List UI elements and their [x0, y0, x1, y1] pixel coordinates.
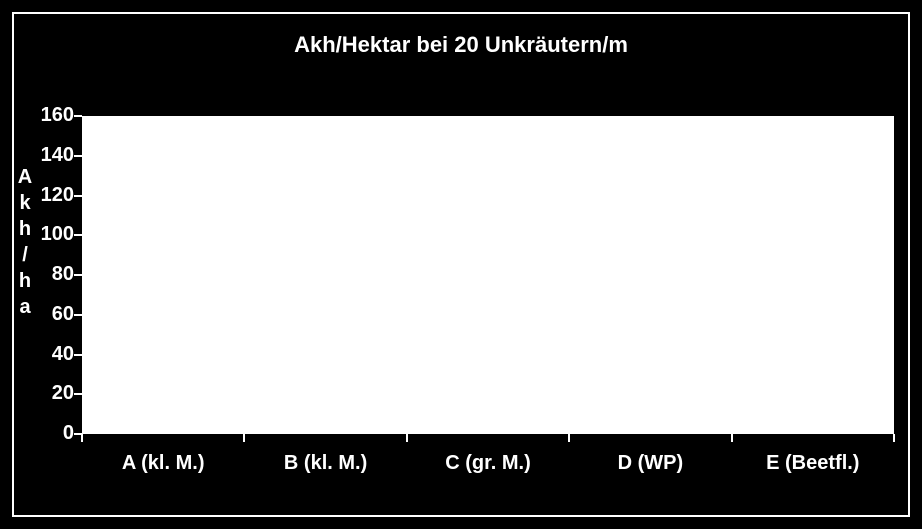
- y-tick-label: 80: [32, 263, 74, 286]
- x-tick-mark: [893, 434, 895, 442]
- y-tick-label: 20: [32, 382, 74, 405]
- x-tick-label: E (Beetfl.): [766, 452, 859, 475]
- y-tick-label: 120: [32, 184, 74, 207]
- x-tick-label: C (gr. M.): [445, 452, 531, 475]
- y-tick-label: 100: [32, 223, 74, 246]
- y-tick-mark: [74, 274, 82, 276]
- x-tick-mark: [568, 434, 570, 442]
- chart-frame: Akh/Hektar bei 20 Unkräutern/m A k h / h…: [12, 12, 910, 517]
- y-tick-mark: [74, 314, 82, 316]
- y-tick-mark: [74, 354, 82, 356]
- y-tick-label: 0: [32, 422, 74, 445]
- x-tick-mark: [81, 434, 83, 442]
- y-tick-label: 160: [32, 104, 74, 127]
- x-tick-label: B (kl. M.): [284, 452, 367, 475]
- y-tick-mark: [74, 393, 82, 395]
- y-tick-mark: [74, 155, 82, 157]
- x-tick-mark: [731, 434, 733, 442]
- chart-title: Akh/Hektar bei 20 Unkräutern/m: [14, 32, 908, 58]
- y-tick-label: 140: [32, 144, 74, 167]
- x-tick-label: D (WP): [618, 452, 684, 475]
- y-tick-label: 40: [32, 343, 74, 366]
- x-tick-mark: [406, 434, 408, 442]
- x-tick-mark: [243, 434, 245, 442]
- y-tick-label: 60: [32, 303, 74, 326]
- plot-area: [82, 116, 894, 434]
- x-tick-label: A (kl. M.): [122, 452, 205, 475]
- y-tick-mark: [74, 234, 82, 236]
- y-tick-mark: [74, 195, 82, 197]
- y-tick-mark: [74, 115, 82, 117]
